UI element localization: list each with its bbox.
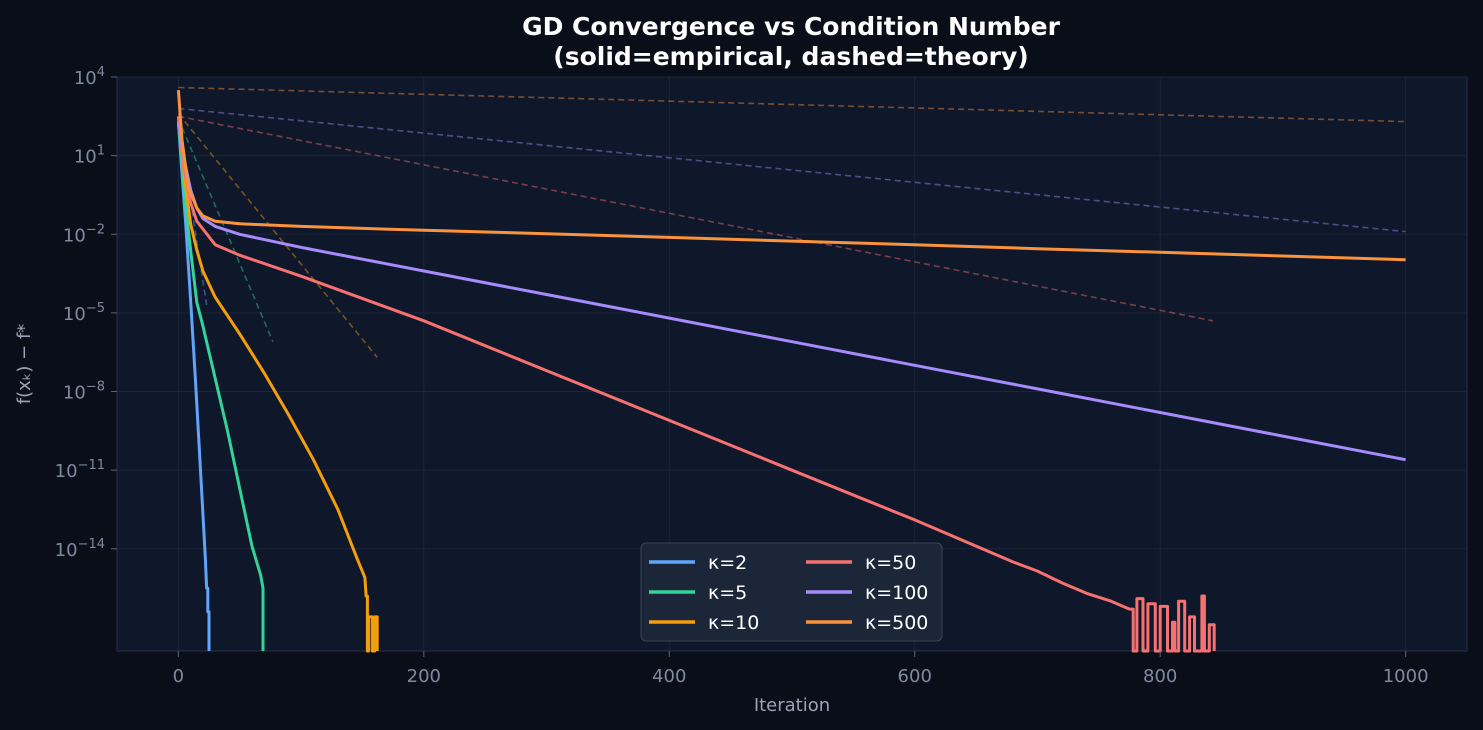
y-axis-label: f(xₖ) − f* — [14, 324, 35, 405]
y-tick-label: 10−5 — [63, 301, 105, 325]
theory-line-5 — [178, 86, 1406, 123]
y-tick-label: 10−11 — [55, 458, 105, 482]
theory-line-3 — [178, 115, 1214, 322]
y-axis-ticks: 104 101 10−2 10−5 10−8 10−11 10−14 — [55, 65, 117, 561]
empirical-line-1 — [176, 121, 265, 651]
x-tick-label: 200 — [407, 666, 441, 687]
y-tick-label: 104 — [74, 65, 105, 89]
theory-line-2 — [177, 113, 378, 358]
x-tick-label: 0 — [173, 666, 184, 687]
legend-label: κ=5 — [708, 582, 747, 604]
x-axis-ticks: 0 200 400 600 800 1000 — [173, 651, 1429, 687]
legend-label: κ=10 — [708, 612, 759, 634]
empirical-line-3 — [176, 116, 1216, 653]
y-tick-label: 101 — [74, 144, 105, 168]
y-tick-label: 10−2 — [63, 222, 105, 246]
legend-label: κ=100 — [865, 582, 928, 604]
legend: κ=2 κ=5 κ=10 κ=50 κ=100 κ=500 — [640, 542, 943, 642]
empirical-line-5 — [176, 89, 1406, 262]
x-tick-label: 800 — [1143, 666, 1177, 687]
chart-subtitle: (solid=empirical, dashed=theory) — [553, 42, 1028, 71]
empirical-line-0 — [176, 121, 211, 651]
legend-label: κ=500 — [865, 612, 928, 634]
chart-title: GD Convergence vs Condition Number — [522, 12, 1060, 41]
theory-line-4 — [178, 107, 1406, 233]
legend-label: κ=2 — [708, 552, 747, 574]
y-tick-label: 10−14 — [55, 537, 105, 561]
legend-label: κ=50 — [865, 552, 916, 574]
y-tick-label: 10−8 — [63, 380, 105, 404]
legend-box — [640, 542, 943, 642]
x-axis-label: Iteration — [754, 695, 830, 716]
x-tick-label: 400 — [652, 666, 686, 687]
empirical-lines — [176, 89, 1406, 653]
empirical-line-2 — [176, 116, 379, 653]
grid — [117, 76, 1467, 651]
x-tick-label: 600 — [898, 666, 932, 687]
x-tick-label: 1000 — [1383, 666, 1429, 687]
